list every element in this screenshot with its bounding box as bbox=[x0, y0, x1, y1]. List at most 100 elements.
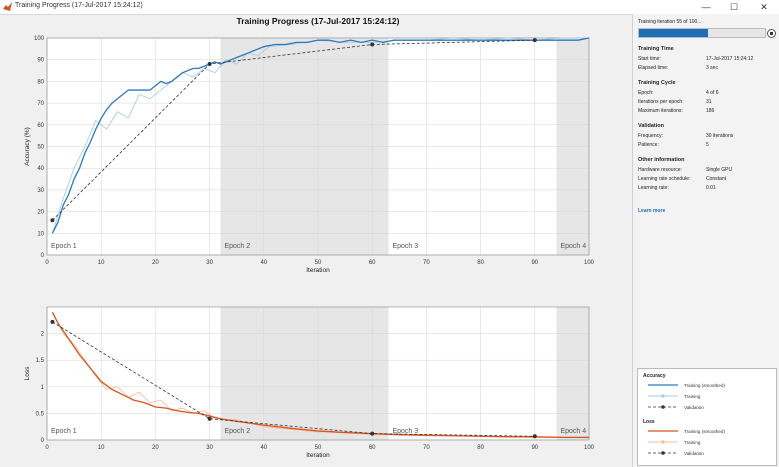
y-tick-label: 10 bbox=[37, 231, 44, 237]
info-label: Epoch: bbox=[638, 90, 654, 96]
x-tick-label: 100 bbox=[584, 260, 595, 266]
x-tick-label: 50 bbox=[315, 260, 322, 266]
loss-validation-line bbox=[52, 321, 535, 437]
window-titlebar: Training Progress (17-Jul-2017 15:24:12)… bbox=[0, 0, 779, 15]
x-tick-label: 40 bbox=[260, 260, 267, 266]
y-tick-label: 0 bbox=[41, 438, 45, 444]
close-button[interactable]: ✕ bbox=[760, 2, 768, 12]
accuracy-validation-line bbox=[52, 39, 535, 221]
legend-accuracy-swatches bbox=[648, 384, 678, 409]
section-head: Other information bbox=[638, 157, 685, 163]
training-info-panel: Training iteration 55 of 100... Training… bbox=[632, 14, 779, 467]
y-tick-label: 2 bbox=[41, 332, 45, 338]
info-label: Learning rate schedule: bbox=[638, 176, 691, 182]
legend-accuracy-head: Accuracy bbox=[643, 373, 666, 379]
x-tick-label: 60 bbox=[369, 260, 376, 266]
accuracy-smoothed-line bbox=[51, 37, 590, 234]
x-tick-label: 90 bbox=[531, 260, 538, 266]
y-tick-label: 0 bbox=[41, 253, 45, 259]
info-label: Maximum iterations: bbox=[638, 108, 683, 114]
info-label: Hardware resource: bbox=[638, 167, 682, 173]
legend-loss-swatches bbox=[648, 430, 678, 455]
y-tick-label: 0.5 bbox=[36, 411, 45, 417]
y-tick-label: 1 bbox=[41, 385, 45, 391]
accuracy-training-line bbox=[51, 37, 589, 234]
x-tick-label: 10 bbox=[98, 260, 105, 266]
accuracy-axes-box bbox=[46, 37, 590, 256]
plot-legend: Accuracy Training (smoothed) Training Va… bbox=[637, 368, 777, 466]
info-value: Constant bbox=[706, 176, 727, 182]
x-tick-label: 30 bbox=[206, 260, 213, 266]
x-tick-label: 10 bbox=[98, 445, 105, 451]
x-tick-label: 80 bbox=[477, 260, 484, 266]
epoch-label: Epoch 1 bbox=[51, 243, 77, 250]
legend-loss-val-marker bbox=[661, 451, 665, 455]
accuracy-validation-point bbox=[50, 218, 55, 223]
info-label: Patience: bbox=[638, 142, 659, 148]
epoch-label: Epoch 1 bbox=[51, 428, 77, 435]
x-tick-label: 80 bbox=[477, 445, 484, 451]
learn-more-link[interactable]: Learn more bbox=[638, 208, 666, 214]
x-tick-label: 30 bbox=[206, 445, 213, 451]
minimize-button[interactable]: — bbox=[701, 2, 711, 12]
info-value: 4 of 6 bbox=[706, 90, 719, 96]
info-value: 0.01 bbox=[706, 185, 716, 191]
y-tick-label: 80 bbox=[37, 79, 44, 85]
loss-validation-point bbox=[532, 434, 537, 439]
info-value: 3 sec bbox=[706, 65, 718, 71]
y-axis-label: Accuracy (%) bbox=[24, 127, 31, 166]
progress-bar bbox=[638, 28, 766, 38]
x-tick-label: 60 bbox=[369, 445, 376, 451]
info-label: Learning rate: bbox=[638, 185, 669, 191]
loss-smoothed-line bbox=[51, 312, 589, 438]
y-tick-label: 1.5 bbox=[36, 358, 45, 364]
info-value: 5 bbox=[706, 142, 709, 148]
y-tick-label: 90 bbox=[37, 58, 44, 64]
epoch-shade bbox=[220, 307, 389, 440]
epoch-label: Epoch 2 bbox=[224, 428, 250, 435]
x-tick-label: 40 bbox=[260, 445, 267, 451]
legend-loss-validation: Validation bbox=[684, 451, 704, 456]
accuracy-validation-point bbox=[532, 38, 537, 43]
y-tick-label: 60 bbox=[37, 123, 44, 129]
legend-loss-head: Loss bbox=[643, 419, 655, 425]
epoch-shade bbox=[556, 307, 589, 440]
legend-loss-training-marker bbox=[661, 440, 665, 444]
legend-acc-smoothed: Training (smoothed) bbox=[684, 383, 725, 388]
stop-training-button[interactable] bbox=[767, 29, 776, 38]
maximize-button[interactable]: ☐ bbox=[729, 2, 739, 12]
x-tick-label: 20 bbox=[152, 260, 159, 266]
legend-acc-validation: Validation bbox=[684, 405, 704, 410]
window-title: Training Progress (17-Jul-2017 15:24:12) bbox=[15, 2, 143, 9]
section-head: Training Time bbox=[638, 46, 674, 52]
y-axis-label: Loss bbox=[24, 366, 31, 380]
epoch-label: Epoch 4 bbox=[560, 243, 586, 250]
y-tick-label: 100 bbox=[34, 36, 45, 42]
y-tick-label: 20 bbox=[37, 210, 44, 216]
x-tick-label: 90 bbox=[531, 445, 538, 451]
x-tick-label: 20 bbox=[152, 445, 159, 451]
legend-acc-training: Training bbox=[684, 394, 701, 399]
x-tick-label: 70 bbox=[423, 445, 430, 451]
legend-loss-smoothed: Training (smoothed) bbox=[684, 429, 725, 434]
info-value: 17-Jul-2017 15:24:12 bbox=[706, 56, 754, 62]
loss-validation-point bbox=[370, 431, 375, 436]
training-plots: Training Progress (17-Jul-2017 15:24:12)… bbox=[24, 16, 595, 459]
epoch-label: Epoch 2 bbox=[224, 243, 250, 250]
legend-loss-training: Training bbox=[684, 440, 701, 445]
x-tick-label: 70 bbox=[423, 260, 430, 266]
info-label: Frequency: bbox=[638, 133, 664, 139]
epoch-label: Epoch 3 bbox=[392, 428, 418, 435]
loss-validation-point bbox=[207, 416, 212, 421]
y-tick-label: 50 bbox=[37, 145, 44, 151]
y-tick-label: 30 bbox=[37, 188, 44, 194]
x-tick-label: 50 bbox=[315, 445, 322, 451]
y-tick-label: 40 bbox=[37, 166, 44, 172]
progress-fill bbox=[639, 29, 709, 37]
figure-title: Training Progress (17-Jul-2017 15:24:12) bbox=[237, 16, 400, 26]
info-value: Single GPU bbox=[706, 167, 733, 173]
info-value: 31 bbox=[706, 99, 712, 105]
x-axis-label: Iteration bbox=[306, 452, 330, 459]
x-axis-label: Iteration bbox=[306, 267, 330, 274]
info-label: Iterations per epoch: bbox=[638, 99, 684, 105]
